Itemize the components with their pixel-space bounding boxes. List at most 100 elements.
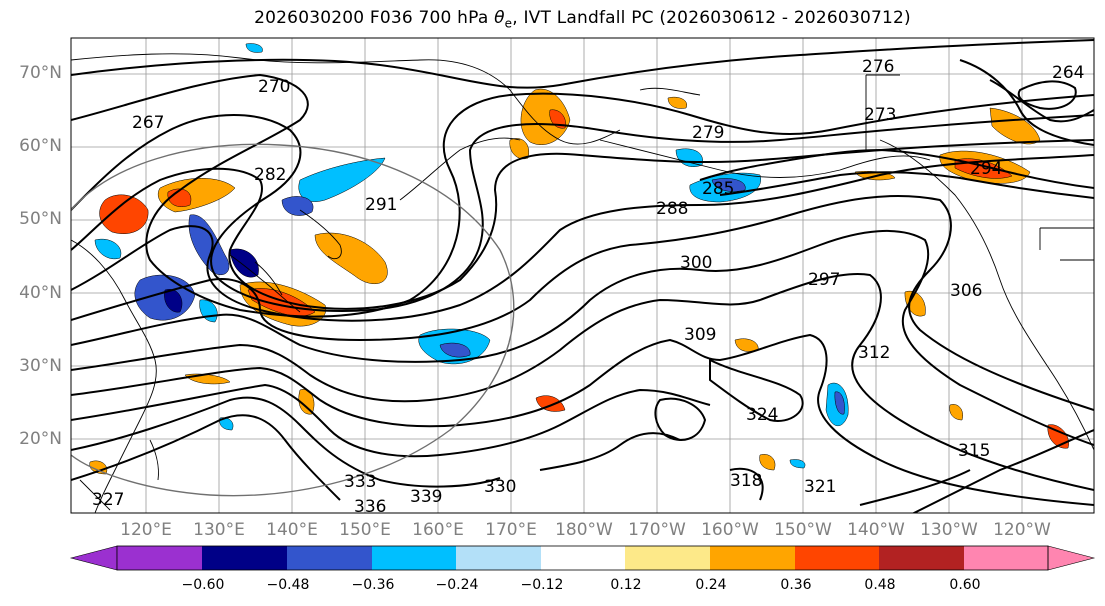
anomaly-patch — [99, 194, 149, 234]
anomaly-patch — [1047, 424, 1069, 449]
contour-label: 321 — [804, 477, 836, 497]
region-outline — [71, 143, 515, 497]
colorbar-bin — [541, 546, 625, 570]
title-theta-subscript: e — [504, 16, 513, 31]
lon-label-160w: 160°W — [701, 520, 759, 540]
contour-label: 276 — [862, 57, 894, 77]
colorbar-tick-label: −0.24 — [435, 577, 479, 593]
contour-label: 312 — [858, 343, 890, 363]
contour-label: 264 — [1052, 63, 1084, 83]
colorbar-tick-label: 0.36 — [780, 577, 812, 593]
colorbar-under-arrow — [69, 545, 118, 571]
contour-label: 336 — [354, 497, 386, 517]
lon-label-150e: 150°E — [339, 520, 391, 540]
contour-label: 300 — [680, 253, 712, 273]
contour-label: 339 — [410, 487, 442, 507]
contour-labels: 276 264 270 267 273 279 282 291 288 285 … — [92, 57, 1084, 517]
colorbar-frame — [116, 545, 1049, 571]
colorbar-bin — [964, 546, 1048, 570]
title-prefix: 2026030200 F036 700 hPa — [254, 8, 495, 28]
colorbar-bin — [795, 546, 879, 570]
contour-label: 330 — [484, 477, 516, 497]
colorbar-tick-label: −0.36 — [351, 577, 395, 593]
lat-label-30n: 30°N — [19, 356, 62, 376]
contour-label: 273 — [864, 105, 896, 125]
contour-label: 309 — [684, 325, 716, 345]
lat-label-50n: 50°N — [19, 209, 62, 229]
colorbar-bin — [287, 546, 372, 570]
lat-label-70n: 70°N — [19, 63, 62, 83]
lat-label-20n: 20°N — [19, 429, 62, 449]
anomaly-patch — [949, 404, 963, 421]
colorbar-tick-label: −0.60 — [181, 577, 225, 593]
anomaly-patch — [789, 459, 806, 469]
anomaly-patch — [164, 289, 183, 313]
contour-label: 291 — [365, 195, 397, 215]
contour-label: 306 — [950, 281, 982, 301]
lat-label-40n: 40°N — [19, 283, 62, 303]
contour-label: 285 — [702, 179, 734, 199]
lon-label-180w: 180°W — [555, 520, 613, 540]
contour-label: 318 — [730, 471, 762, 491]
colorbar-tick-label: 0.60 — [949, 577, 981, 593]
contour-label: 267 — [132, 113, 164, 133]
anomaly-patch — [281, 196, 314, 216]
colorbar-bin — [879, 546, 964, 570]
contour-label: 270 — [258, 77, 290, 97]
theta-e-contours — [71, 39, 1094, 513]
colorbar-tick-label: 0.24 — [695, 577, 727, 593]
anomaly-patch — [989, 107, 1041, 145]
colorbar-bin — [372, 546, 456, 570]
gridlines — [71, 38, 1094, 513]
colorbar-bin — [456, 546, 541, 570]
lon-label-160e: 160°E — [412, 520, 464, 540]
colorbar-bin — [202, 546, 287, 570]
contour-label: 327 — [92, 490, 124, 510]
lon-label-150w: 150°W — [774, 520, 832, 540]
lon-label-130w: 130°W — [920, 520, 978, 540]
contour-label: 315 — [958, 441, 990, 461]
colorbar-tick-label: −0.48 — [266, 577, 310, 593]
lon-label-170w: 170°W — [628, 520, 686, 540]
lon-label-140e: 140°E — [266, 520, 318, 540]
colorbar-tick-label: 0.12 — [610, 577, 642, 593]
contour-label: 288 — [656, 199, 688, 219]
anomaly-patch — [759, 454, 776, 471]
colorbar-tick-label: 0.48 — [864, 577, 896, 593]
anomaly-patch — [439, 342, 471, 358]
anomaly-patch — [314, 232, 388, 284]
figure-title: 2026030200 F036 700 hPa θe, IVT Landfall… — [0, 8, 1105, 30]
title-theta: θ — [494, 8, 505, 28]
anomaly-patch — [520, 88, 571, 145]
lat-label-60n: 60°N — [19, 136, 62, 156]
contour-label: 294 — [970, 159, 1002, 179]
anomaly-patch — [94, 238, 122, 260]
lon-label-120w: 120°W — [993, 520, 1051, 540]
coastlines — [71, 53, 1094, 513]
lon-label-170e: 170°E — [485, 520, 537, 540]
colorbar-bin — [625, 546, 710, 570]
map-frame — [70, 37, 1095, 514]
contour-label: 324 — [746, 405, 778, 425]
anomaly-patch — [188, 214, 230, 276]
lon-label-130e: 130°E — [193, 520, 245, 540]
contour-label: 282 — [254, 165, 286, 185]
colorbar-bin — [710, 546, 795, 570]
colorbar-over-arrow — [1047, 545, 1096, 571]
title-suffix: , IVT Landfall PC (2026030612 - 20260307… — [512, 8, 911, 28]
anomaly-patch — [229, 248, 259, 278]
lon-label-140w: 140°W — [847, 520, 905, 540]
anomaly-patch — [509, 138, 530, 160]
lon-label-120e: 120°E — [120, 520, 172, 540]
anomaly-patch — [711, 178, 746, 192]
contour-label: 333 — [344, 472, 376, 492]
colorbar-bins — [117, 546, 1048, 570]
anomaly-patch — [667, 96, 688, 109]
contour-label: 297 — [808, 270, 840, 290]
colorbar-tick-label: −0.12 — [520, 577, 564, 593]
anomaly-patch — [245, 43, 263, 53]
contour-label: 279 — [692, 123, 724, 143]
